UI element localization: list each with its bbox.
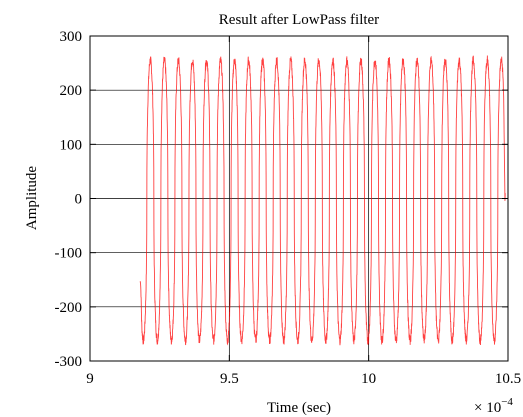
y-tick-label: 200	[60, 83, 83, 99]
y-tick-label: -100	[55, 246, 83, 262]
y-axis-label: Amplitude	[24, 166, 40, 231]
y-axis: 300 200 100 0 -100 -200 -300	[55, 29, 508, 370]
x-tick-label: 10	[361, 371, 376, 387]
x-tick-label: 9	[86, 371, 94, 387]
chart-title: Result after LowPass filter	[219, 12, 379, 28]
series-line	[139, 55, 506, 346]
y-tick-label: -200	[55, 300, 83, 316]
x-multiplier-exponent: −4	[501, 396, 513, 408]
x-axis-multiplier: × 10−4	[474, 396, 513, 416]
x-tick-label: 10.5	[495, 371, 521, 387]
x-multiplier-base: × 10	[474, 400, 501, 416]
y-tick-label: 300	[60, 29, 83, 45]
x-axis: 9 9.5 10 10.5	[86, 36, 521, 387]
y-tick-label: -300	[55, 354, 83, 370]
x-axis-label: Time (sec)	[267, 400, 331, 416]
y-tick-label: 100	[60, 137, 83, 153]
y-tick-label: 0	[75, 192, 83, 208]
x-tick-label: 9.5	[220, 371, 239, 387]
